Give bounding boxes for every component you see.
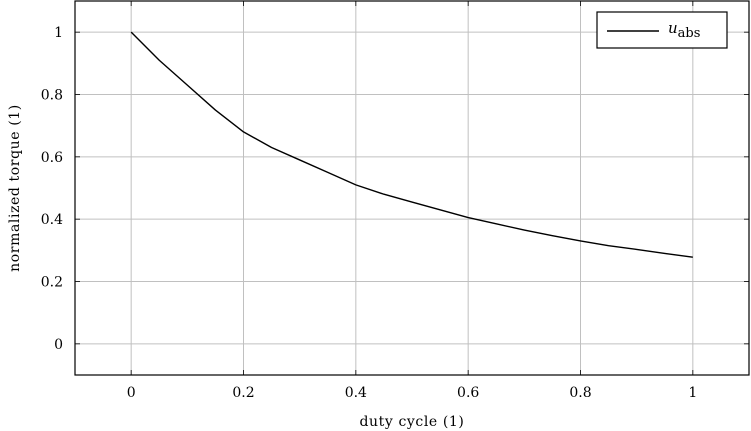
legend: uabs: [596, 11, 728, 49]
legend-entry-variable: u: [668, 19, 678, 37]
y-tick-label: 1: [54, 25, 63, 41]
y-tick-label: 0: [54, 337, 63, 353]
y-axis-title: normalized torque (1): [7, 104, 23, 272]
x-tick-label: 0.2: [232, 385, 254, 401]
grid: [75, 1, 749, 375]
legend-box: [596, 11, 728, 49]
x-tick-labels: 0 0.2 0.4 0.6 0.8 1: [127, 385, 698, 401]
tick-marks: [75, 1, 749, 375]
x-tick-label: 0.6: [457, 385, 479, 401]
y-tick-label: 0.4: [41, 212, 63, 228]
plot-area: [130, 31, 693, 258]
series-line-u-abs: [130, 31, 693, 258]
y-tick-label: 0.6: [41, 150, 63, 166]
x-tick-label: 0.8: [569, 385, 591, 401]
x-tick-label: 0: [127, 385, 136, 401]
x-tick-label: 0.4: [345, 385, 367, 401]
legend-entry-subscript: abs: [678, 26, 701, 41]
y-tick-label: 0.8: [41, 88, 63, 104]
x-axis-title: duty cycle (1): [360, 414, 465, 430]
y-tick-label: 0.2: [41, 275, 63, 291]
y-tick-labels: 0 0.2 0.4 0.6 0.8 1: [41, 25, 63, 353]
legend-entry-u-abs: uabs: [668, 19, 700, 41]
x-tick-label: 1: [688, 385, 697, 401]
plot-frame: [74, 0, 750, 376]
